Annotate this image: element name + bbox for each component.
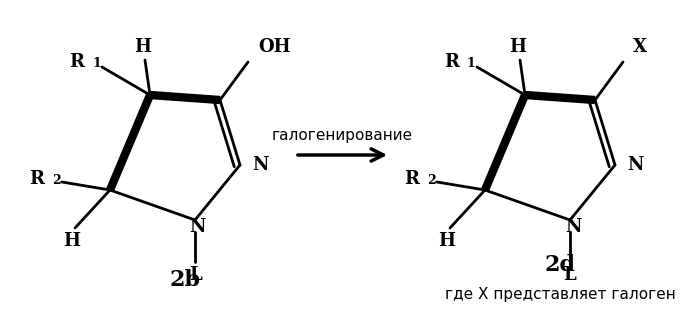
Text: 1: 1 — [92, 57, 101, 70]
Text: H: H — [64, 232, 80, 250]
Text: N: N — [565, 218, 582, 236]
Text: где X представляет галоген: где X представляет галоген — [445, 288, 675, 302]
Text: H: H — [510, 38, 526, 56]
Text: H: H — [134, 38, 152, 56]
Text: OH: OH — [258, 38, 291, 56]
Text: 2: 2 — [427, 174, 435, 187]
Text: N: N — [252, 156, 268, 174]
Text: R: R — [69, 53, 84, 71]
Text: R: R — [404, 170, 419, 188]
Text: 1: 1 — [467, 57, 476, 70]
Text: 2: 2 — [52, 174, 61, 187]
Text: N: N — [189, 218, 206, 236]
Text: R: R — [444, 53, 459, 71]
Text: H: H — [438, 232, 456, 250]
Text: 2b: 2b — [169, 269, 201, 291]
Text: N: N — [627, 156, 644, 174]
Text: R: R — [29, 170, 44, 188]
Text: L: L — [189, 266, 201, 284]
Text: L: L — [563, 266, 577, 284]
Text: 2d: 2d — [545, 254, 575, 276]
Text: галогенирование: галогенирование — [271, 128, 412, 143]
Text: X: X — [633, 38, 647, 56]
